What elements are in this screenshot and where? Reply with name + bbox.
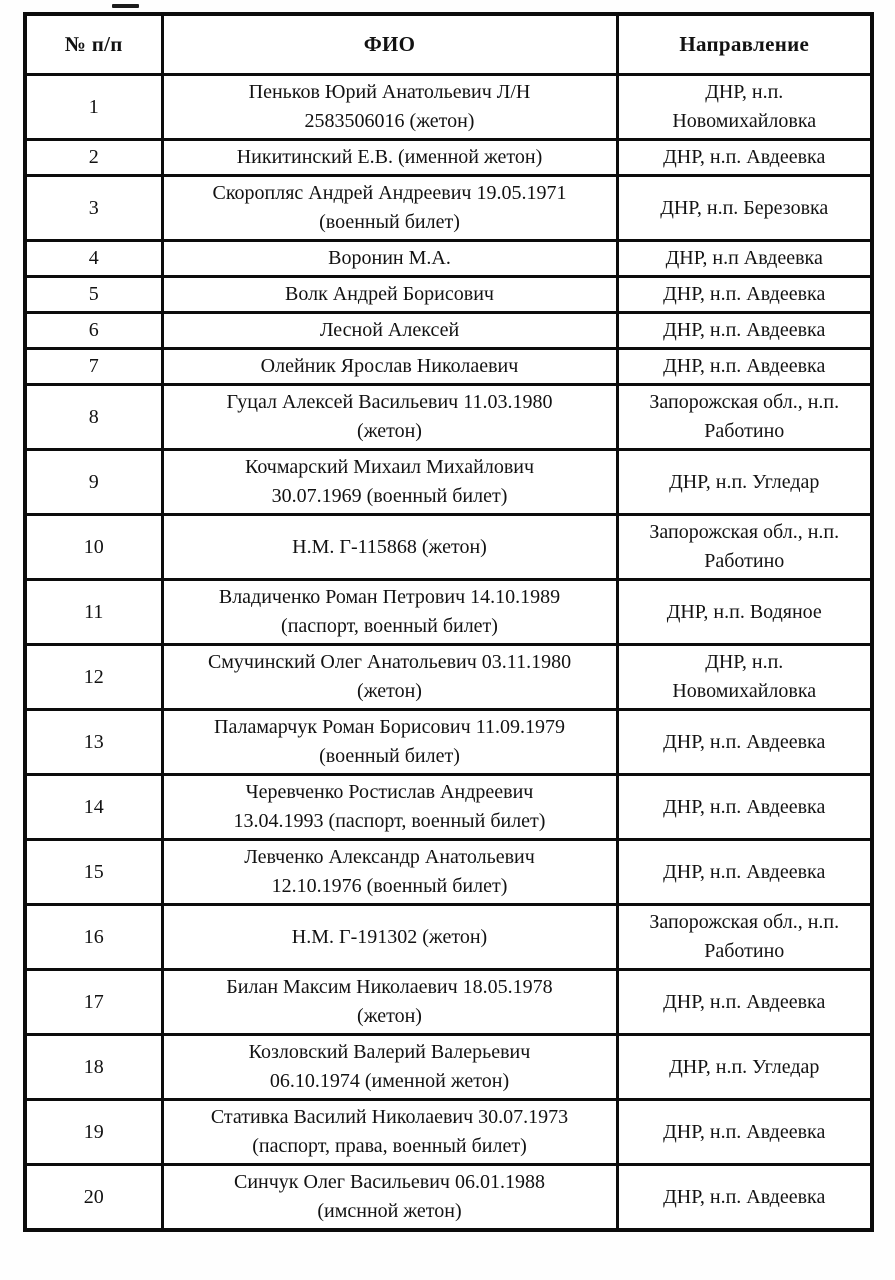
- row-number-cell: 2: [23, 138, 164, 177]
- table-row: 3 Скоропляс Андрей Андреевич 19.05.1971 …: [23, 174, 874, 242]
- table-row: 10 Н.М. Г-115868 (жетон) Запорожская обл…: [23, 513, 874, 581]
- direction-cell: ДНР, н.п. Авдеевка: [615, 1098, 874, 1166]
- table-row: 7 Олейник Ярослав Николаевич ДНР, н.п. А…: [23, 347, 874, 386]
- fio-cell: Гуцал Алексей Васильевич 11.03.1980 (жет…: [160, 383, 619, 451]
- row-number-cell: 9: [23, 448, 164, 516]
- table-row: 5 Волк Андрей Борисович ДНР, н.п. Авдеев…: [23, 275, 874, 314]
- direction-cell: ДНР, н.п. Березовка: [615, 174, 874, 242]
- table-row: 20 Синчук Олег Васильевич 06.01.1988 (им…: [23, 1163, 874, 1232]
- row-number-cell: 14: [23, 773, 164, 841]
- row-number-cell: 4: [23, 239, 164, 278]
- direction-cell: Запорожская обл., н.п. Работино: [615, 903, 874, 971]
- row-number-cell: 7: [23, 347, 164, 386]
- fio-cell: Стативка Василий Николаевич 30.07.1973 (…: [160, 1098, 619, 1166]
- fio-cell: Черевченко Ростислав Андреевич 13.04.199…: [160, 773, 619, 841]
- direction-cell: ДНР, н.п. Угледар: [615, 1033, 874, 1101]
- direction-cell: ДНР, н.п. Авдеевка: [615, 773, 874, 841]
- direction-cell: ДНР, н.п. Авдеевка: [615, 347, 874, 386]
- table-row: 19 Стативка Василий Николаевич 30.07.197…: [23, 1098, 874, 1166]
- fio-cell: Паламарчук Роман Борисович 11.09.1979 (в…: [160, 708, 619, 776]
- header-direction: Направление: [615, 12, 874, 76]
- fio-cell: Билан Максим Николаевич 18.05.1978 (жето…: [160, 968, 619, 1036]
- fio-cell: Н.М. Г-191302 (жетон): [160, 903, 619, 971]
- row-number-cell: 5: [23, 275, 164, 314]
- fio-cell: Козловский Валерий Валерьевич 06.10.1974…: [160, 1033, 619, 1101]
- row-number-cell: 10: [23, 513, 164, 581]
- table-row: 6 Лесной Алексей ДНР, н.п. Авдеевка: [23, 311, 874, 350]
- direction-cell: ДНР, н.п. Водяное: [615, 578, 874, 646]
- row-number-cell: 18: [23, 1033, 164, 1101]
- row-number-cell: 8: [23, 383, 164, 451]
- fio-cell: Волк Андрей Борисович: [160, 275, 619, 314]
- row-number-cell: 19: [23, 1098, 164, 1166]
- row-number-cell: 3: [23, 174, 164, 242]
- table-row: 18 Козловский Валерий Валерьевич 06.10.1…: [23, 1033, 874, 1101]
- fio-cell: Скоропляс Андрей Андреевич 19.05.1971 (в…: [160, 174, 619, 242]
- fio-cell: Смучинский Олег Анатольевич 03.11.1980 (…: [160, 643, 619, 711]
- direction-cell: Запорожская обл., н.п. Работино: [615, 513, 874, 581]
- table-row: 4 Воронин М.А. ДНР, н.п Авдеевка: [23, 239, 874, 278]
- table-row: 14 Черевченко Ростислав Андреевич 13.04.…: [23, 773, 874, 841]
- direction-cell: ДНР, н.п. Авдеевка: [615, 708, 874, 776]
- fio-cell: Н.М. Г-115868 (жетон): [160, 513, 619, 581]
- fio-cell: Никитинский Е.В. (именной жетон): [160, 138, 619, 177]
- table-row: 16 Н.М. Г-191302 (жетон) Запорожская обл…: [23, 903, 874, 971]
- table-row: 11 Владиченко Роман Петрович 14.10.1989 …: [23, 578, 874, 646]
- direction-cell: ДНР, н.п. Авдеевка: [615, 968, 874, 1036]
- header-number: № п/п: [23, 12, 164, 76]
- fio-cell: Олейник Ярослав Николаевич: [160, 347, 619, 386]
- fio-cell: Пеньков Юрий Анатольевич Л/Н 2583506016 …: [160, 73, 619, 141]
- row-number-cell: 1: [23, 73, 164, 141]
- direction-cell: Запорожская обл., н.п. Работино: [615, 383, 874, 451]
- row-number-cell: 6: [23, 311, 164, 350]
- row-number-cell: 13: [23, 708, 164, 776]
- fio-cell: Лесной Алексей: [160, 311, 619, 350]
- direction-cell: ДНР, н.п. Авдеевка: [615, 138, 874, 177]
- row-number-cell: 11: [23, 578, 164, 646]
- header-fio: ФИО: [160, 12, 619, 76]
- fio-cell: Левченко Александр Анатольевич 12.10.197…: [160, 838, 619, 906]
- table-body: 1 Пеньков Юрий Анатольевич Л/Н 258350601…: [23, 73, 874, 1232]
- direction-cell: ДНР, н.п. Новомихайловка: [615, 643, 874, 711]
- table-row: 17 Билан Максим Николаевич 18.05.1978 (ж…: [23, 968, 874, 1036]
- personnel-table: № п/п ФИО Направление 1 Пеньков Юрий Ана…: [23, 12, 874, 1232]
- direction-cell: ДНР, н.п. Авдеевка: [615, 838, 874, 906]
- fio-cell: Владиченко Роман Петрович 14.10.1989 (па…: [160, 578, 619, 646]
- direction-cell: ДНР, н.п Авдеевка: [615, 239, 874, 278]
- direction-cell: ДНР, н.п. Авдеевка: [615, 1163, 874, 1232]
- direction-cell: ДНР, н.п. Авдеевка: [615, 311, 874, 350]
- table-header-row: № п/п ФИО Направление: [23, 12, 874, 76]
- table-row: 8 Гуцал Алексей Васильевич 11.03.1980 (ж…: [23, 383, 874, 451]
- row-number-cell: 16: [23, 903, 164, 971]
- row-number-cell: 20: [23, 1163, 164, 1232]
- direction-cell: ДНР, н.п. Новомихайловка: [615, 73, 874, 141]
- direction-cell: ДНР, н.п. Авдеевка: [615, 275, 874, 314]
- fio-cell: Кочмарский Михаил Михайлович 30.07.1969 …: [160, 448, 619, 516]
- fio-cell: Синчук Олег Васильевич 06.01.1988 (имснн…: [160, 1163, 619, 1232]
- table-row: 1 Пеньков Юрий Анатольевич Л/Н 258350601…: [23, 73, 874, 141]
- fio-cell: Воронин М.А.: [160, 239, 619, 278]
- table-row: 13 Паламарчук Роман Борисович 11.09.1979…: [23, 708, 874, 776]
- row-number-cell: 15: [23, 838, 164, 906]
- row-number-cell: 17: [23, 968, 164, 1036]
- table-row: 15 Левченко Александр Анатольевич 12.10.…: [23, 838, 874, 906]
- scan-artifact: [112, 4, 139, 8]
- row-number-cell: 12: [23, 643, 164, 711]
- direction-cell: ДНР, н.п. Угледар: [615, 448, 874, 516]
- table-row: 2 Никитинский Е.В. (именной жетон) ДНР, …: [23, 138, 874, 177]
- table-row: 9 Кочмарский Михаил Михайлович 30.07.196…: [23, 448, 874, 516]
- table-row: 12 Смучинский Олег Анатольевич 03.11.198…: [23, 643, 874, 711]
